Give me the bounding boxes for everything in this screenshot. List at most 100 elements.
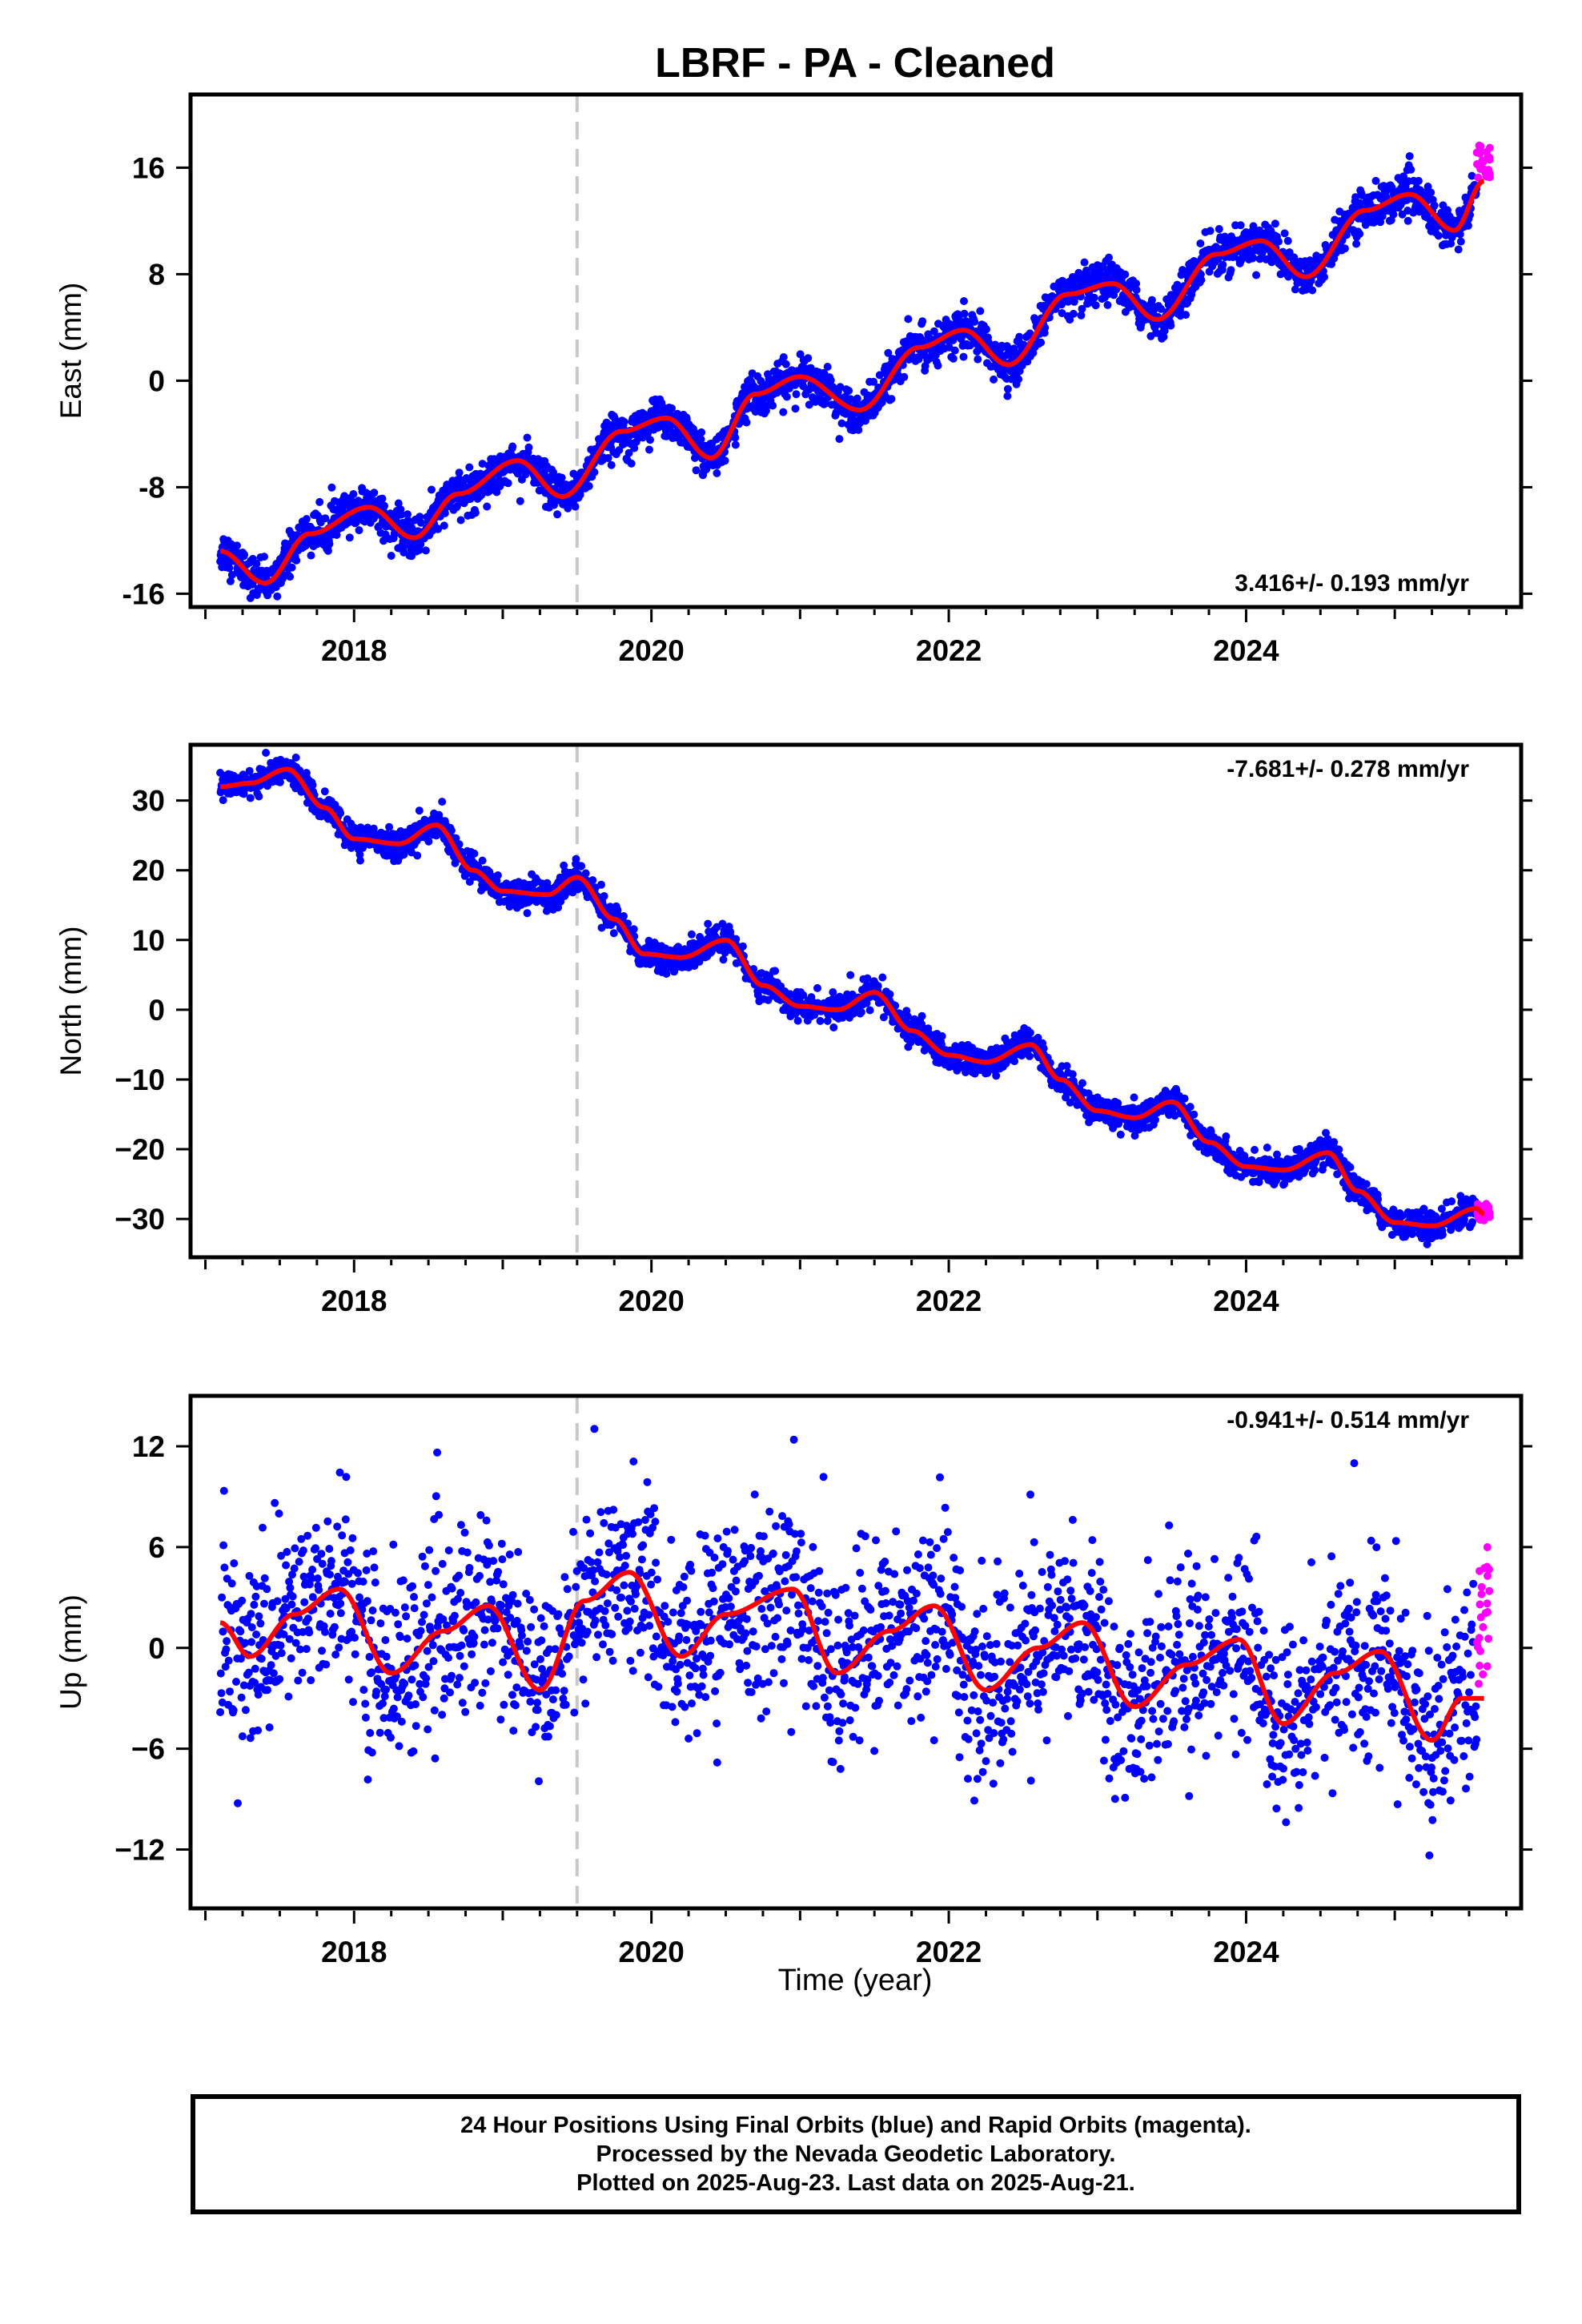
final-orbit-point bbox=[356, 856, 364, 865]
final-orbit-point bbox=[813, 983, 821, 992]
final-orbit-point bbox=[1219, 260, 1227, 269]
final-orbit-point bbox=[719, 955, 728, 964]
final-orbit-point bbox=[273, 592, 282, 601]
final-orbit-point bbox=[1078, 304, 1086, 313]
final-orbit-point bbox=[630, 444, 639, 452]
final-orbit-point bbox=[620, 912, 628, 920]
final-orbit-point bbox=[424, 837, 433, 846]
final-orbit-point bbox=[447, 826, 456, 834]
rapid-orbit-point bbox=[1480, 165, 1489, 174]
final-orbit-point bbox=[523, 433, 532, 442]
y-tick-label: 0 bbox=[148, 364, 165, 397]
final-orbit-point bbox=[1342, 231, 1351, 239]
final-orbit-point bbox=[590, 468, 599, 476]
final-orbit-point bbox=[742, 418, 751, 427]
final-orbit-point bbox=[1116, 1130, 1125, 1139]
final-orbit-point bbox=[934, 361, 942, 370]
final-orbit-point bbox=[1105, 253, 1113, 262]
final-orbit-point bbox=[823, 363, 832, 371]
final-orbit-point bbox=[323, 546, 332, 555]
final-orbit-point bbox=[869, 377, 878, 386]
final-orbit-point bbox=[1308, 286, 1317, 295]
final-orbit-point bbox=[1434, 231, 1443, 240]
final-orbit-point bbox=[571, 502, 580, 511]
final-orbit-point bbox=[1430, 201, 1439, 210]
final-orbit-point bbox=[1245, 245, 1254, 254]
final-orbit-point bbox=[903, 1012, 912, 1021]
final-orbit-point bbox=[1252, 271, 1261, 279]
final-orbit-point bbox=[597, 880, 605, 889]
final-orbit-point bbox=[1041, 324, 1050, 332]
final-orbit-point bbox=[624, 919, 632, 928]
final-orbit-point bbox=[1407, 165, 1415, 174]
final-orbit-point bbox=[1352, 239, 1361, 248]
final-orbit-point bbox=[1403, 216, 1412, 225]
final-orbit-point bbox=[286, 573, 295, 581]
rapid-orbit-point bbox=[1485, 155, 1494, 164]
rapid-orbit-point bbox=[1483, 147, 1491, 156]
final-orbit-point bbox=[1069, 309, 1078, 318]
final-orbit-point bbox=[1399, 172, 1408, 181]
final-orbit-point bbox=[668, 404, 676, 412]
final-orbit-point bbox=[918, 317, 927, 326]
final-orbit-point bbox=[1249, 253, 1257, 262]
final-orbit-point bbox=[845, 386, 853, 395]
final-orbit-point bbox=[704, 919, 713, 928]
final-orbit-point bbox=[1014, 375, 1023, 384]
final-orbit-point bbox=[413, 851, 422, 860]
final-orbit-point bbox=[226, 577, 235, 585]
final-orbit-point bbox=[938, 1040, 946, 1049]
final-orbit-point bbox=[645, 445, 653, 454]
final-orbit-point bbox=[1196, 239, 1205, 247]
final-orbit-point bbox=[345, 533, 354, 542]
final-orbit-point bbox=[349, 490, 358, 498]
figure-title: LBRF - PA - Cleaned bbox=[655, 40, 1055, 86]
final-orbit-point bbox=[1291, 285, 1299, 294]
final-orbit-point bbox=[732, 935, 741, 943]
final-orbit-point bbox=[1280, 229, 1289, 238]
final-orbit-point bbox=[1015, 332, 1024, 341]
final-orbit-point bbox=[878, 973, 887, 982]
final-orbit-point bbox=[1068, 1070, 1077, 1079]
final-orbit-point bbox=[1358, 191, 1367, 199]
final-orbit-point bbox=[917, 1011, 926, 1020]
final-orbit-point bbox=[629, 925, 638, 934]
final-orbit-point bbox=[848, 990, 857, 999]
final-orbit-point bbox=[1130, 1132, 1139, 1140]
final-orbit-point bbox=[846, 971, 855, 979]
final-orbit-point bbox=[1010, 1057, 1019, 1066]
final-orbit-point bbox=[829, 988, 837, 996]
final-orbit-point bbox=[950, 346, 959, 355]
final-orbit-point bbox=[1091, 301, 1100, 310]
final-orbit-point bbox=[379, 537, 387, 545]
rapid-orbit-point bbox=[1472, 148, 1481, 157]
final-orbit-point bbox=[731, 440, 740, 449]
final-orbit-point bbox=[1249, 222, 1258, 231]
final-orbit-point bbox=[804, 354, 813, 363]
final-orbit-point bbox=[227, 570, 236, 579]
final-orbit-point bbox=[1255, 255, 1264, 263]
final-orbit-point bbox=[553, 510, 562, 519]
final-orbit-point bbox=[837, 419, 846, 428]
final-orbit-point bbox=[1340, 244, 1349, 253]
final-orbit-point bbox=[779, 353, 788, 361]
final-orbit-point bbox=[982, 325, 990, 334]
final-orbit-point bbox=[240, 550, 249, 559]
final-orbit-point bbox=[478, 856, 487, 865]
final-orbit-point bbox=[456, 516, 465, 525]
final-orbit-point bbox=[1078, 1079, 1086, 1088]
final-orbit-point bbox=[302, 515, 311, 524]
final-orbit-point bbox=[816, 1016, 825, 1025]
final-orbit-point bbox=[1447, 239, 1456, 248]
final-orbit-point bbox=[1114, 1099, 1122, 1108]
final-orbit-point bbox=[1003, 384, 1012, 393]
final-orbit-point bbox=[904, 315, 913, 324]
final-orbit-point bbox=[697, 435, 705, 444]
final-orbit-point bbox=[557, 473, 566, 482]
final-orbit-point bbox=[930, 327, 938, 336]
final-orbit-point bbox=[245, 766, 254, 775]
final-orbit-point bbox=[549, 468, 557, 476]
final-orbit-point bbox=[394, 499, 403, 508]
final-orbit-point bbox=[826, 376, 835, 384]
final-orbit-point bbox=[992, 1072, 1001, 1080]
